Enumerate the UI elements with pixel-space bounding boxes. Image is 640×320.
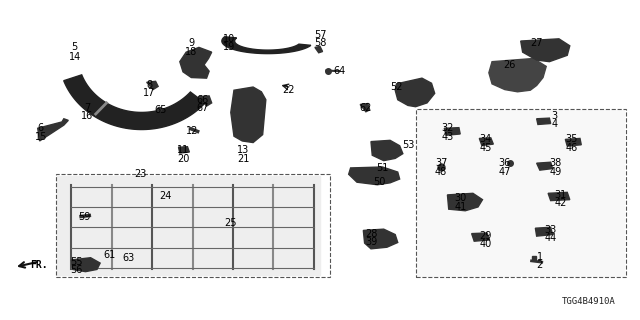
Text: 39: 39 [365,237,377,247]
Text: 18: 18 [185,47,197,57]
Polygon shape [349,167,399,185]
Text: 14: 14 [68,52,81,62]
Polygon shape [537,162,552,170]
Text: 13: 13 [237,146,250,156]
Text: 53: 53 [402,140,414,150]
Polygon shape [395,78,435,107]
Polygon shape [58,177,320,275]
Text: 42: 42 [555,198,567,208]
Text: 40: 40 [479,239,492,249]
Text: 30: 30 [454,193,467,203]
Polygon shape [521,39,570,62]
Text: 19: 19 [223,42,236,52]
Text: 33: 33 [545,225,557,235]
Text: 10: 10 [223,34,236,44]
Text: 3: 3 [552,111,557,121]
Polygon shape [315,46,323,53]
Text: 58: 58 [314,38,326,48]
Polygon shape [565,139,581,146]
Polygon shape [180,47,212,78]
Text: 6: 6 [38,123,44,133]
Polygon shape [537,118,550,124]
Text: 62: 62 [360,103,372,113]
Text: 38: 38 [550,158,562,168]
Polygon shape [444,128,460,135]
Text: 17: 17 [143,88,156,98]
Text: 7: 7 [84,103,90,113]
Text: 4: 4 [552,119,557,130]
Text: 49: 49 [550,167,562,177]
Text: 66: 66 [196,95,209,105]
Text: 11: 11 [177,146,189,156]
Polygon shape [489,59,546,92]
Text: 2: 2 [537,260,543,270]
Text: 63: 63 [123,253,135,263]
Text: 41: 41 [454,202,467,212]
Polygon shape [371,140,403,161]
Text: TGG4B4910A: TGG4B4910A [562,297,616,306]
Text: 36: 36 [499,158,511,168]
Text: 56: 56 [70,265,83,276]
Text: 44: 44 [545,233,557,243]
Polygon shape [64,75,205,130]
Polygon shape [179,147,189,153]
Polygon shape [479,138,493,145]
Polygon shape [72,258,100,272]
Text: 61: 61 [104,250,116,260]
Polygon shape [447,193,483,211]
Text: 57: 57 [314,30,326,40]
Polygon shape [548,192,570,201]
Text: 45: 45 [479,143,492,153]
Polygon shape [536,227,552,236]
Text: 64: 64 [333,66,345,76]
Text: 29: 29 [479,231,492,241]
Polygon shape [222,37,311,54]
Polygon shape [364,229,397,249]
Polygon shape [231,87,266,142]
Text: 48: 48 [435,167,447,177]
Text: 65: 65 [154,105,167,115]
Polygon shape [199,96,212,106]
Text: 9: 9 [188,38,195,48]
Text: FR.: FR. [30,260,48,270]
Text: 24: 24 [159,190,172,201]
Text: 47: 47 [499,167,511,177]
Text: 43: 43 [442,132,454,142]
Text: 50: 50 [373,177,385,187]
Text: 16: 16 [81,111,93,121]
Text: 20: 20 [177,154,189,164]
Text: 31: 31 [555,190,567,200]
Polygon shape [147,81,158,90]
Text: 15: 15 [35,132,47,142]
Polygon shape [360,104,370,112]
Text: 52: 52 [390,82,403,92]
Text: 8: 8 [146,79,152,90]
Text: 21: 21 [237,154,250,164]
Text: 46: 46 [566,143,578,153]
Polygon shape [417,110,625,277]
Polygon shape [38,119,68,141]
Text: 25: 25 [225,219,237,228]
Text: 28: 28 [365,228,377,239]
Polygon shape [472,233,490,241]
Text: 59: 59 [78,212,90,222]
Text: 35: 35 [566,134,578,144]
Text: 51: 51 [376,163,388,173]
Text: 27: 27 [531,38,543,48]
Text: 1: 1 [537,252,543,262]
Text: 67: 67 [196,103,209,113]
Text: 32: 32 [441,123,454,133]
Text: 12: 12 [186,126,199,136]
Text: 55: 55 [70,257,83,267]
Text: 23: 23 [134,169,147,179]
Text: 22: 22 [282,85,294,95]
Text: 26: 26 [504,60,516,70]
Text: 37: 37 [435,158,447,168]
Text: 5: 5 [72,42,78,52]
Text: 34: 34 [479,134,492,144]
